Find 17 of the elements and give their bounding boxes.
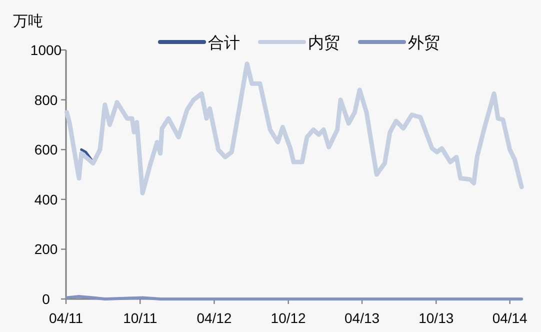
y-tick-label: 400 [34, 191, 58, 208]
y-tick-label: 1000 [30, 42, 62, 58]
legend-label: 外贸 [408, 34, 440, 52]
x-tick-label: 04/13 [344, 310, 380, 326]
y-tick-label: 0 [42, 291, 50, 307]
x-tick-label: 10/11 [123, 310, 158, 326]
legend-label: 内贸 [308, 34, 340, 52]
legend-label: 合计 [208, 34, 240, 52]
y-tick-label: 200 [34, 241, 58, 258]
x-tick-label: 10/13 [418, 310, 454, 326]
x-tick-label: 04/11 [49, 310, 84, 326]
x-tick-label: 04/14 [492, 310, 528, 326]
x-tick-label: 04/12 [196, 310, 232, 326]
y-tick-label: 600 [34, 142, 58, 158]
y-axis-title: 万吨 [13, 13, 43, 30]
x-tick-label: 10/12 [270, 310, 306, 326]
y-tick-label: 800 [34, 92, 58, 108]
